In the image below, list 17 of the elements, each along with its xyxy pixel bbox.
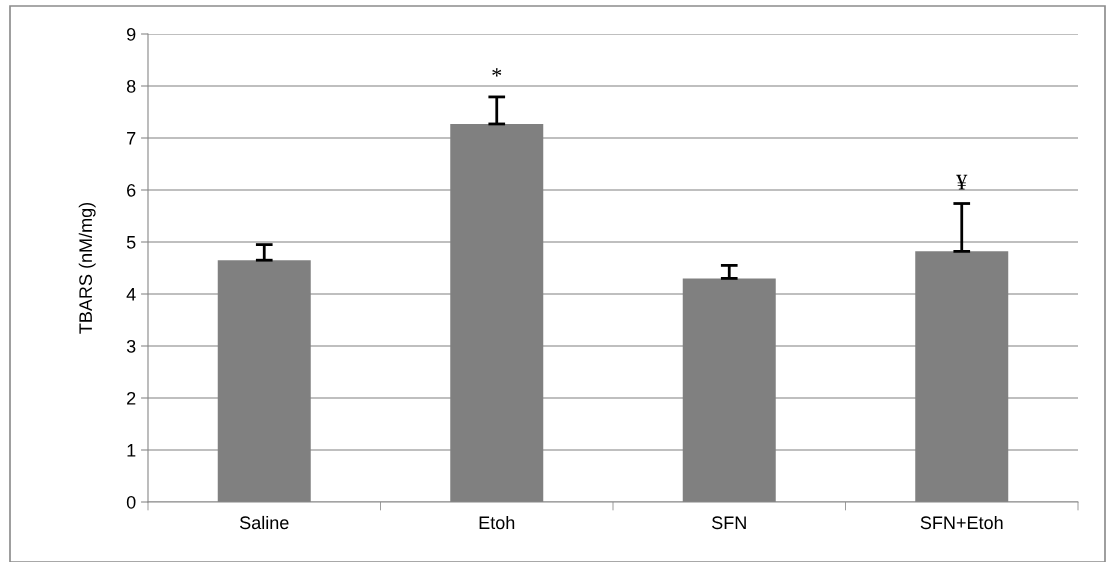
x-tick-label: SFN (712, 516, 746, 530)
y-tick-label: 8 (126, 79, 136, 93)
y-tick-label: 7 (127, 132, 136, 145)
annotation: ¥ (956, 174, 968, 190)
x-tick-label: Saline (239, 515, 289, 530)
y-tick-label: 9 (127, 27, 136, 41)
y-tick-label: 3 (126, 339, 136, 353)
y-tick-label: 6 (127, 183, 136, 197)
y-tick-label: 2 (127, 391, 136, 405)
y-axis-title: TBARS (nM/mg) (78, 202, 96, 334)
x-tick-label: SFN+Etoh (920, 515, 1003, 530)
y-tick-label: 0 (126, 495, 136, 509)
y-tick-label: 4 (126, 288, 136, 301)
y-tick-label: 5 (126, 236, 136, 249)
y-tick-label: 1 (127, 444, 136, 457)
x-tick-label: Etoh (479, 515, 515, 530)
annotation: * (492, 68, 502, 77)
